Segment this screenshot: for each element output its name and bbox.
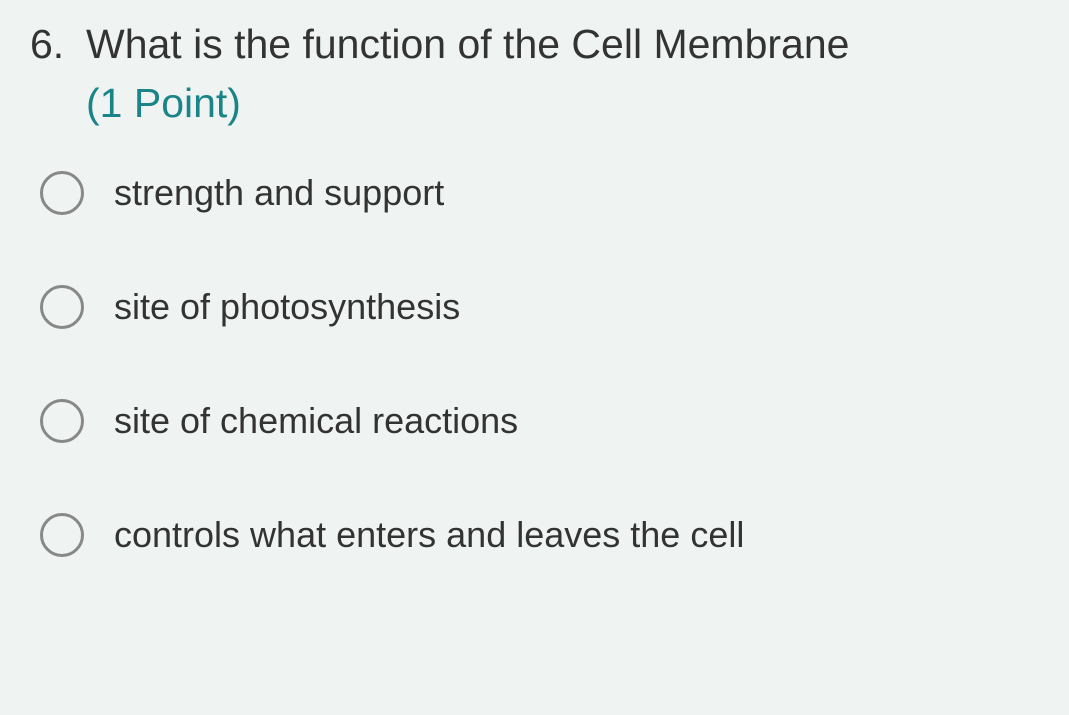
radio-icon[interactable]	[40, 399, 84, 443]
option-row[interactable]: site of photosynthesis	[40, 285, 1039, 329]
option-row[interactable]: controls what enters and leaves the cell	[40, 513, 1039, 557]
option-label: site of photosynthesis	[114, 286, 460, 328]
question-text-wrap: What is the function of the Cell Membran…	[86, 18, 849, 131]
question-points: (1 Point)	[86, 77, 849, 130]
question-number: 6.	[30, 18, 74, 71]
question-text: What is the function of the Cell Membran…	[86, 18, 849, 71]
option-row[interactable]: strength and support	[40, 171, 1039, 215]
radio-icon[interactable]	[40, 513, 84, 557]
question-block: 6. What is the function of the Cell Memb…	[0, 0, 1069, 575]
option-label: site of chemical reactions	[114, 400, 518, 442]
option-row[interactable]: site of chemical reactions	[40, 399, 1039, 443]
question-header: 6. What is the function of the Cell Memb…	[30, 18, 1039, 131]
options-list: strength and support site of photosynthe…	[30, 171, 1039, 557]
radio-icon[interactable]	[40, 171, 84, 215]
radio-icon[interactable]	[40, 285, 84, 329]
option-label: controls what enters and leaves the cell	[114, 514, 744, 556]
option-label: strength and support	[114, 172, 444, 214]
